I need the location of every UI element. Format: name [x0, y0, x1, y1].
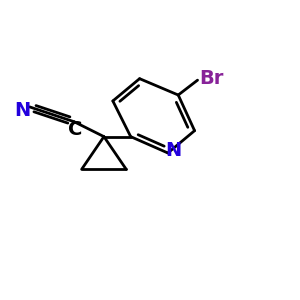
Text: N: N: [165, 140, 181, 160]
Text: C: C: [68, 120, 82, 139]
Text: Br: Br: [199, 69, 224, 88]
Text: N: N: [15, 101, 31, 120]
